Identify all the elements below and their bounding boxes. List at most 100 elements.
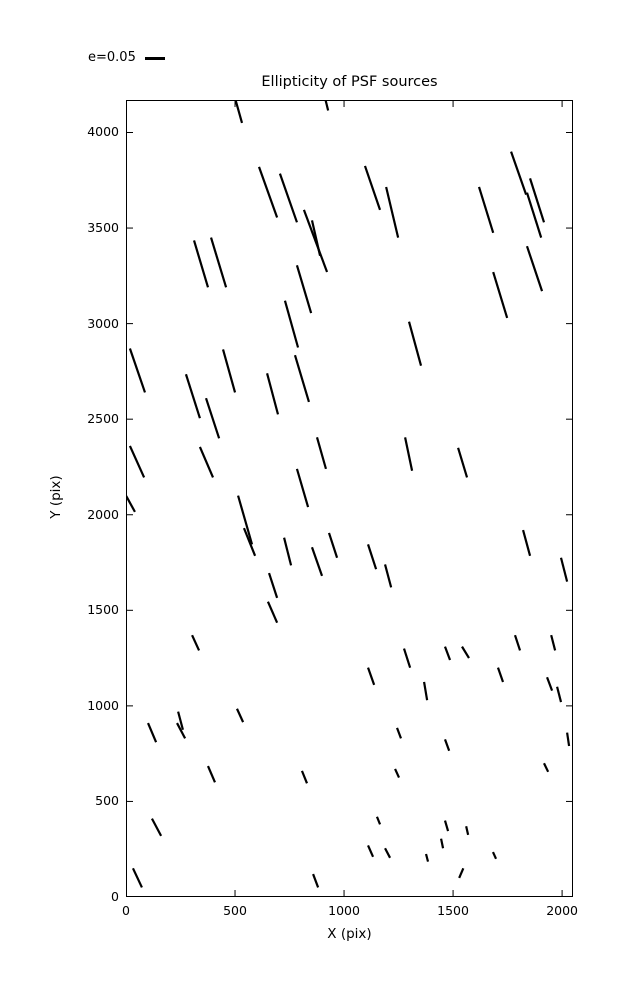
ellipticity-stick <box>422 681 429 701</box>
ellipticity-stick <box>404 437 414 472</box>
ellipticity-stick <box>546 676 554 691</box>
x-tick-label: 2000 <box>546 903 578 918</box>
y-tick-label: 4000 <box>87 124 119 140</box>
ellipticity-stick <box>302 209 329 273</box>
plot-area <box>126 100 573 897</box>
ellipticity-stick <box>128 445 146 478</box>
x-axis-tick-labels: 0 500 1000 1500 2000 <box>122 901 578 921</box>
ellipticity-stick <box>513 634 522 651</box>
ellipticity-stick <box>491 851 498 860</box>
ellipticity-stick <box>510 151 528 195</box>
ellipticity-stick <box>293 354 310 403</box>
ellipticity-stick <box>266 601 279 624</box>
ellipticity-stick <box>237 495 254 545</box>
ellipticity-stick <box>315 437 328 470</box>
ellipticity-stick <box>550 634 557 651</box>
ellipticity-stick <box>458 867 465 879</box>
ellipticity-stick <box>177 711 184 731</box>
ellipticity-stick <box>457 447 469 478</box>
x-tick-label: 1000 <box>328 903 360 918</box>
legend-sample-line-icon <box>144 57 165 60</box>
ellipticity-stick <box>492 271 509 319</box>
ellipticity-stick <box>327 532 339 559</box>
ellipticity-stick <box>234 100 244 124</box>
x-tick-label: 500 <box>223 903 247 918</box>
y-tick-label: 1500 <box>87 602 119 618</box>
ellipticity-stick <box>128 348 147 393</box>
ellipticity-stick <box>147 722 158 743</box>
ellipticity-stick <box>366 667 376 686</box>
ellipticity-stick <box>543 762 550 773</box>
ellipticity-stick <box>461 646 470 659</box>
x-tick-label: 0 <box>122 903 130 918</box>
legend: e=0.05 <box>88 51 165 64</box>
ellipticity-stick <box>300 770 309 784</box>
ellipticity-stick <box>385 186 400 238</box>
chart-title: Ellipticity of PSF sources <box>261 74 438 90</box>
ellipticity-stick <box>310 546 324 577</box>
y-axis-tick-labels: 0 500 1000 1500 2000 2500 3000 3500 4000 <box>0 100 119 904</box>
ellipticity-stick <box>267 572 279 599</box>
ellipticity-stick <box>283 537 293 566</box>
y-tick-label: 500 <box>95 793 119 809</box>
ellipticity-stick <box>367 844 375 858</box>
ellipticity-stick <box>383 564 393 588</box>
ellipticity-stick <box>204 397 221 439</box>
ellipticity-stick <box>528 178 546 223</box>
legend-label: e=0.05 <box>88 50 136 65</box>
ellipticity-stick <box>566 732 571 747</box>
ellipticity-stick <box>206 765 216 783</box>
ellipticity-stick <box>283 300 300 348</box>
ellipticity-stick <box>366 544 378 570</box>
ellipticity-stick <box>257 166 279 218</box>
ellipticity-stick <box>184 373 201 419</box>
y-tick-label: 0 <box>111 889 119 904</box>
ellipticity-stick <box>384 847 392 859</box>
ellipticity-stick <box>424 853 430 862</box>
ellipticity-stick <box>221 349 237 393</box>
ellipticity-stick <box>312 873 320 888</box>
y-tick-label: 2500 <box>87 411 119 427</box>
ellipticity-stick <box>131 867 143 888</box>
ellipticity-stick <box>402 648 412 668</box>
x-tick-label: 1500 <box>437 903 469 918</box>
ellipticity-stick <box>324 100 330 111</box>
ellipticity-stick <box>295 468 310 508</box>
y-tick-label: 3000 <box>87 315 119 331</box>
ellipticity-stick <box>176 722 187 739</box>
ellipticity-stick <box>559 557 569 582</box>
y-tick-label: 1000 <box>87 697 119 713</box>
ellipticity-stick <box>295 265 313 314</box>
ellipticity-stick <box>150 818 163 837</box>
ellipticity-stick <box>525 245 544 292</box>
ellipticity-stick <box>477 186 495 234</box>
ellipticity-stick <box>126 495 136 513</box>
x-axis-label: X (pix) <box>327 926 372 942</box>
ellipticity-stick <box>375 816 382 825</box>
ellipticity-stick <box>278 173 298 223</box>
ellipticity-stick <box>443 738 451 752</box>
ellipticity-stick <box>363 165 382 211</box>
ellipticity-stick <box>522 529 532 557</box>
ellipticity-stick <box>556 686 563 703</box>
y-tick-label: 2000 <box>87 506 119 522</box>
ellipticity-stick <box>235 708 245 723</box>
ellipticity-stick <box>394 768 400 779</box>
axes-frame <box>126 100 573 897</box>
ellipticity-stick <box>242 527 257 557</box>
ellipticity-stick <box>440 838 445 849</box>
ellipticity-stick <box>407 321 423 366</box>
ellipticity-stick <box>396 727 402 739</box>
ellipticity-stick <box>192 240 210 288</box>
ellipticity-stick <box>191 634 201 651</box>
ellipticity-stick <box>443 820 450 832</box>
ellipticity-stick <box>209 237 228 288</box>
ellipticity-stick <box>496 667 505 683</box>
ellipticity-stick <box>525 192 543 238</box>
ellipticity-stick <box>266 373 280 415</box>
ellipticity-stick <box>465 826 470 836</box>
ellipticity-stick-canvas <box>126 100 573 897</box>
y-tick-label: 3500 <box>87 220 119 236</box>
ellipticity-stick <box>198 446 215 478</box>
